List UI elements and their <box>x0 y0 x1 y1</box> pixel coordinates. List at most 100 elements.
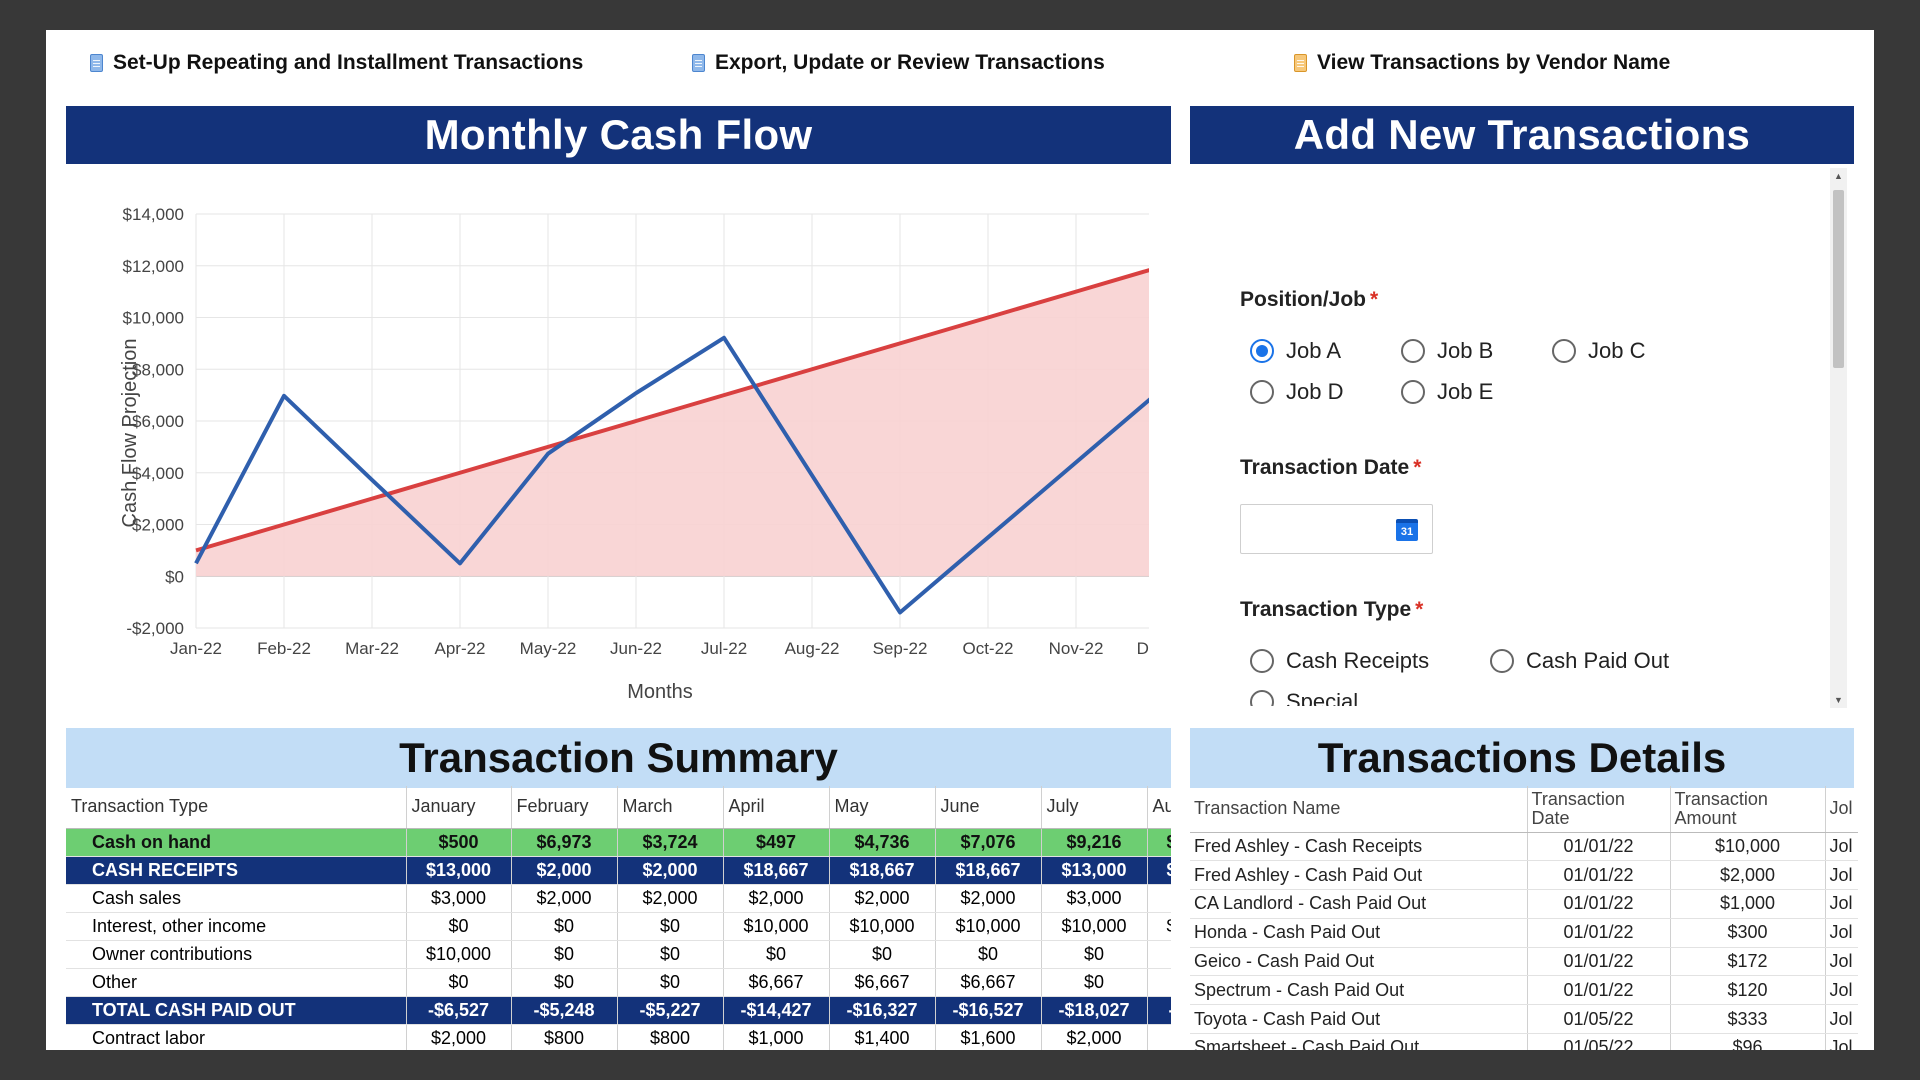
cell-value: 01/01/22 <box>1527 975 1671 1006</box>
cell-value: - <box>1147 996 1171 1025</box>
cell-value: Jol <box>1825 975 1858 1006</box>
details-col-header: Transaction Date <box>1527 786 1671 833</box>
details-row[interactable]: Fred Ashley - Cash Paid Out 01/01/22 $2,00… <box>1190 860 1858 891</box>
y-tick-label: -$2,000 <box>126 619 184 638</box>
details-row[interactable]: Spectrum - Cash Paid Out 01/01/22 $120 Jol <box>1190 975 1858 1006</box>
radio-label: Cash Paid Out <box>1526 648 1670 673</box>
cell-value: Smartsheet - Cash Paid Out <box>1190 1033 1528 1050</box>
cell-value: $18,667 <box>829 856 936 885</box>
cell-value <box>1147 940 1171 969</box>
radio-icon <box>1490 649 1514 673</box>
cell-value: $6,667 <box>723 968 830 997</box>
details-row[interactable]: CA Landlord - Cash Paid Out 01/01/22 $1,00… <box>1190 889 1858 919</box>
x-tick-label: Jan-22 <box>170 639 222 658</box>
cell-value: $3,000 <box>1041 884 1148 913</box>
cell-value: $2,000 <box>511 856 618 885</box>
job-c-radio[interactable]: Job C <box>1552 338 1645 364</box>
cell-value: 01/01/22 <box>1527 918 1671 948</box>
details-col-header: Jol <box>1825 786 1858 833</box>
cell-value: 01/01/22 <box>1527 889 1671 919</box>
cell-value: $ <box>1147 856 1171 885</box>
vendor-transactions-link[interactable]: View Transactions by Vendor Name <box>1294 50 1670 76</box>
details-row[interactable]: Toyota - Cash Paid Out 01/05/22 $333 Jol <box>1190 1004 1858 1035</box>
cell-value: $1,000 <box>1670 889 1826 919</box>
cell-value <box>1147 884 1171 913</box>
job-e-radio[interactable]: Job E <box>1401 379 1493 405</box>
cell-value: $96 <box>1670 1033 1826 1050</box>
cash-paid-out-radio[interactable]: Cash Paid Out <box>1490 648 1669 674</box>
cell-value: Fred Ashley - Cash Paid Out <box>1190 860 1528 891</box>
scroll-up-icon[interactable]: ▲ <box>1834 171 1843 181</box>
cell-value: -$5,248 <box>511 996 618 1025</box>
scroll-down-icon[interactable]: ▼ <box>1834 695 1843 705</box>
cell-value: $3,000 <box>406 884 512 913</box>
cell-value: 01/01/22 <box>1527 947 1671 977</box>
cell-value: $1,400 <box>829 1024 936 1050</box>
form-scrollbar[interactable]: ▲ ▼ <box>1830 168 1847 708</box>
cell-value: Geico - Cash Paid Out <box>1190 947 1528 977</box>
special-radio[interactable]: Special <box>1250 689 1358 706</box>
details-row[interactable]: Smartsheet - Cash Paid Out 01/05/22 $96 Jol <box>1190 1033 1858 1050</box>
transaction-summary-table: Transaction Type January February March Apri… <box>66 786 1171 1050</box>
document-icon <box>692 54 705 72</box>
row-label: Contract labor <box>66 1024 407 1050</box>
details-row[interactable]: Geico - Cash Paid Out 01/01/22 $172 Jol <box>1190 947 1858 977</box>
cell-value: $333 <box>1670 1004 1826 1035</box>
row-label: TOTAL CASH PAID OUT <box>66 996 407 1025</box>
x-tick-label: Dec-22 <box>1137 639 1149 658</box>
radio-label: Job A <box>1286 338 1342 363</box>
details-row[interactable]: Honda - Cash Paid Out 01/01/22 $300 Jol <box>1190 918 1858 948</box>
cell-value: 01/01/22 <box>1527 860 1671 891</box>
cell-value <box>1147 1024 1171 1050</box>
dashboard-page: Set-Up Repeating and Installment Transac… <box>46 30 1874 1050</box>
export-transactions-link[interactable]: Export, Update or Review Transactions <box>692 50 1105 76</box>
radio-label: Job E <box>1437 379 1494 404</box>
cell-value: Spectrum - Cash Paid Out <box>1190 975 1528 1006</box>
cell-value: Jol <box>1825 889 1858 919</box>
transaction-date-input[interactable]: 31 <box>1240 504 1433 554</box>
row-label: Cash on hand <box>66 828 407 857</box>
cell-value: $0 <box>511 912 618 941</box>
details-row[interactable]: Fred Ashley - Cash Receipts 01/01/22 $10,0… <box>1190 832 1858 862</box>
y-tick-label: $12,000 <box>123 257 184 276</box>
transaction-type-text: Transaction Type <box>1240 598 1412 621</box>
cell-value: $ <box>1147 912 1171 941</box>
cell-value: -$14,427 <box>723 996 830 1025</box>
radio-label: Job B <box>1437 338 1494 363</box>
chart-lines <box>194 268 1149 615</box>
cell-value: Jol <box>1825 860 1858 891</box>
summary-col-header: April <box>723 786 830 829</box>
job-b-radio[interactable]: Job B <box>1401 338 1493 364</box>
cell-value: $0 <box>406 968 512 997</box>
calendar-icon[interactable]: 31 <box>1396 519 1418 541</box>
scroll-thumb[interactable] <box>1833 190 1844 368</box>
x-tick-label: May-22 <box>520 639 577 658</box>
cell-value: -$6,527 <box>406 996 512 1025</box>
add-transactions-header: Add New Transactions <box>1190 106 1854 164</box>
transaction-date-label: Transaction Date * <box>1240 456 1421 480</box>
details-col-header: Transaction Name <box>1190 786 1528 833</box>
cell-value: $0 <box>1041 968 1148 997</box>
cell-value: $2,000 <box>723 884 830 913</box>
cell-value: $10,000 <box>406 940 512 969</box>
x-tick-label: Apr-22 <box>434 639 485 658</box>
cell-value: $0 <box>406 912 512 941</box>
cell-value: $2,000 <box>935 884 1042 913</box>
cell-value: $0 <box>511 940 618 969</box>
transaction-type-label: Transaction Type * <box>1240 598 1423 622</box>
trend-area <box>196 270 1149 577</box>
repeating-transactions-link[interactable]: Set-Up Repeating and Installment Transac… <box>90 50 583 76</box>
link-label: Set-Up Repeating and Installment Transac… <box>113 51 584 74</box>
job-d-radio[interactable]: Job D <box>1250 379 1343 405</box>
cell-value: $172 <box>1670 947 1826 977</box>
y-tick-label: $4,000 <box>132 464 184 483</box>
cell-value: -$5,227 <box>617 996 724 1025</box>
transaction-details-header: Transactions Details <box>1190 728 1854 788</box>
radio-icon <box>1250 690 1274 706</box>
link-label: View Transactions by Vendor Name <box>1317 51 1671 74</box>
cash-receipts-radio[interactable]: Cash Receipts <box>1250 648 1429 674</box>
cell-value: $6,667 <box>935 968 1042 997</box>
cell-value: $2,000 <box>1041 1024 1148 1050</box>
x-tick-label: Mar-22 <box>345 639 399 658</box>
job-a-radio[interactable]: Job A <box>1250 338 1341 364</box>
